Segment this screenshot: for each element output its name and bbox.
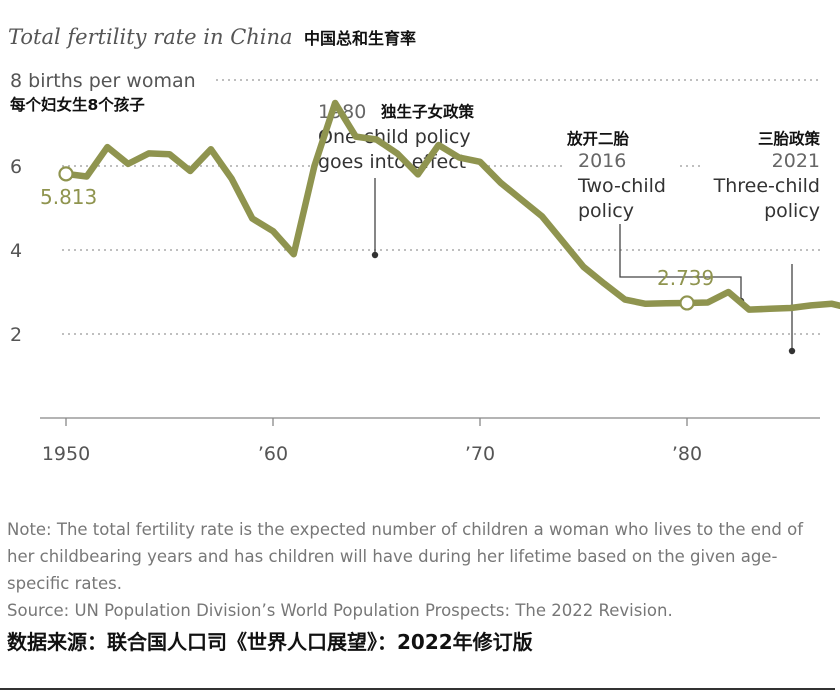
annotation-year: 2021 — [772, 150, 820, 172]
x-tick-label: ’80 — [672, 443, 702, 465]
chart-footer: Note: The total fertility rate is the ex… — [7, 516, 833, 655]
x-tick-label: ’60 — [258, 443, 288, 465]
data-label: 2.739 — [657, 266, 714, 290]
x-tick-label: ’70 — [465, 443, 495, 465]
annotation-text: goes into effect — [318, 151, 466, 173]
series-line-fertility-rate — [62, 99, 840, 313]
annotation-year: 2016 — [578, 150, 626, 172]
y-axis-label: 8 births per woman — [10, 70, 196, 92]
series-layer — [62, 99, 840, 313]
x-axis: 1950’60’70’80’902000’10’21 — [40, 417, 820, 465]
y-tick-label: 4 — [10, 240, 22, 262]
chart-title: Total fertility rate in China — [8, 25, 293, 49]
fertility-chart: Total fertility rate in China 中国总和生育率 2 4… — [8, 25, 840, 465]
annotation-title-zh: 放开二胎 — [566, 129, 630, 148]
data-label: 5.813 — [40, 185, 97, 209]
annotation-bg — [704, 126, 822, 224]
data-point-marker — [679, 295, 695, 311]
chart-title-zh: 中国总和生育率 — [304, 29, 416, 48]
annotation-text: One-child policy — [318, 126, 471, 148]
y-tick-label: 2 — [10, 324, 22, 346]
annotation-title-zh: 三胎政策 — [758, 129, 821, 148]
y-axis-label-zh: 每个妇女生8个孩子 — [10, 95, 145, 114]
data-point-marker — [58, 166, 74, 182]
y-tick-label: 6 — [10, 156, 22, 178]
footnote: Note: The total fertility rate is the ex… — [7, 520, 804, 593]
source-note: Source: UN Population Division’s World P… — [7, 601, 673, 620]
bottom-rule — [0, 688, 835, 690]
annotation-dot — [788, 347, 796, 355]
annotation-leader — [619, 224, 742, 299]
annotation-text: policy — [764, 200, 820, 222]
source-note-zh: 数据来源：联合国人口司《世界人口展望》：2022年修订版 — [7, 630, 533, 654]
x-tick-label: 1950 — [42, 443, 90, 465]
annotation-text: Three-child — [713, 175, 820, 197]
annotation-title-zh: 独生子女政策 — [381, 102, 475, 121]
annotation-bg — [566, 126, 676, 224]
annotation-dot — [371, 251, 379, 259]
annotation-text: policy — [578, 200, 634, 222]
annotation-text: Two-child — [577, 175, 666, 197]
